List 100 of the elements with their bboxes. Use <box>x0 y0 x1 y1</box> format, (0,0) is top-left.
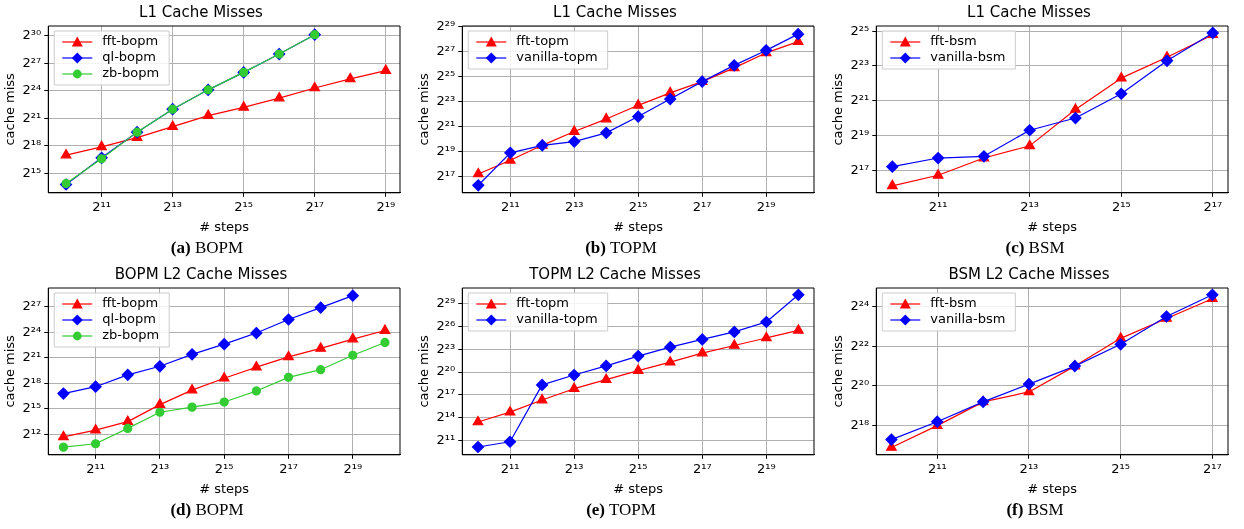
legend-label: fft-topm <box>516 295 570 311</box>
chart-title: L1 Cache Misses <box>967 2 1092 21</box>
legend-label: ql-bopm <box>102 311 156 327</box>
text: (f) BSM <box>1006 500 1064 519</box>
y-tick-label: 2³⁰ <box>22 27 42 43</box>
x-tick-label: 2¹⁵ <box>628 460 648 476</box>
legend-label: fft-bsm <box>930 33 977 49</box>
y-axis-title: cache miss <box>416 72 432 146</box>
chart-title: TOPM L2 Cache Misses <box>528 264 701 283</box>
x-axis-title: # steps <box>613 218 664 234</box>
legend-label: vanilla-bsm <box>930 49 1006 65</box>
y-tick-label: 2²⁶ <box>436 317 456 333</box>
y-tick-label: 2¹⁵ <box>22 400 42 416</box>
x-tick-label: 2¹⁹ <box>376 198 396 214</box>
x-tick-label: 2¹⁵ <box>1111 198 1131 214</box>
x-tick-label: 2¹¹ <box>928 198 948 214</box>
chart-title: BSM L2 Cache Misses <box>948 264 1110 283</box>
y-axis-title: cache miss <box>416 334 432 408</box>
legend-label: fft-bopm <box>102 295 159 311</box>
y-tick-label: 2¹⁵ <box>22 164 42 180</box>
x-tick-label: 2¹⁹ <box>756 198 776 214</box>
x-tick-label: 2¹⁵ <box>234 198 254 214</box>
y-tick-label: 2²⁰ <box>436 363 456 379</box>
legend-label: vanilla-bsm <box>930 311 1006 327</box>
x-tick-label: 2¹⁷ <box>279 460 298 476</box>
x-axis-title: # steps <box>199 480 250 496</box>
y-tick-label: 2²⁴ <box>22 82 42 98</box>
x-tick-label: 2¹⁷ <box>1203 198 1223 214</box>
x-tick-label: 2¹⁹ <box>756 460 776 476</box>
legend-label: zb-bopm <box>102 65 160 81</box>
x-tick-label: 2¹⁵ <box>214 460 234 476</box>
y-tick-label: 2¹² <box>22 425 42 441</box>
y-tick-label: 2²⁵ <box>850 22 870 38</box>
x-tick-label: 2¹⁵ <box>1111 460 1131 476</box>
y-tick-label: 2¹⁹ <box>436 142 456 158</box>
y-tick-label: 2²⁵ <box>436 67 456 83</box>
chart-title: BOPM L2 Cache Misses <box>114 264 288 283</box>
y-tick-label: 2²¹ <box>436 117 456 133</box>
y-tick-label: 2²³ <box>850 57 870 73</box>
x-tick-label: 2¹³ <box>163 198 182 214</box>
y-tick-label: 2²¹ <box>850 92 870 108</box>
y-tick-label: 2²⁰ <box>850 377 870 393</box>
y-axis-title: cache miss <box>830 72 846 146</box>
legend-label: zb-bopm <box>102 327 160 343</box>
x-tick-label: 2¹⁹ <box>343 460 363 476</box>
x-tick-label: 2¹¹ <box>92 198 111 214</box>
x-tick-label: 2¹³ <box>564 198 584 214</box>
text: (c) BSM <box>1005 238 1065 257</box>
x-axis-title: # steps <box>1027 480 1078 496</box>
x-axis-title: # steps <box>1027 218 1078 234</box>
y-tick-label: 2¹⁴ <box>436 408 456 424</box>
x-axis-title: # steps <box>613 480 664 496</box>
x-tick-label: 2¹¹ <box>927 460 947 476</box>
legend-label: fft-bsm <box>930 295 977 311</box>
y-tick-label: 2²⁷ <box>22 298 42 314</box>
text: (d) BOPM <box>170 500 244 519</box>
x-tick-label: 2¹¹ <box>86 460 105 476</box>
y-tick-label: 2²⁹ <box>436 295 456 311</box>
legend-label: fft-bopm <box>102 33 159 49</box>
y-tick-label: 2²³ <box>436 340 456 356</box>
y-axis-title: cache miss <box>830 334 846 408</box>
y-tick-label: 2²² <box>850 337 870 353</box>
y-tick-label: 2¹⁷ <box>436 386 456 402</box>
y-tick-label: 2²⁴ <box>850 298 870 314</box>
text: (b) TOPM <box>585 238 657 257</box>
y-tick-label: 2²¹ <box>22 109 42 125</box>
y-tick-label: 2²⁷ <box>22 54 42 70</box>
y-tick-label: 2¹⁸ <box>850 417 870 433</box>
x-tick-label: 2¹¹ <box>500 198 520 214</box>
x-tick-label: 2¹³ <box>1019 460 1039 476</box>
y-tick-label: 2¹⁸ <box>22 374 42 390</box>
y-tick-label: 2¹⁸ <box>22 137 42 153</box>
y-tick-label: 2²⁴ <box>22 323 42 339</box>
legend-label: vanilla-topm <box>516 49 598 65</box>
x-axis-title: # steps <box>199 218 250 234</box>
text: (e) TOPM <box>586 500 656 519</box>
x-tick-label: 2¹⁷ <box>305 198 325 214</box>
x-tick-label: 2¹⁵ <box>628 198 648 214</box>
y-tick-label: 2²⁹ <box>436 18 456 34</box>
y-tick-label: 2¹⁷ <box>850 161 870 177</box>
x-tick-label: 2¹³ <box>1020 198 1040 214</box>
x-tick-label: 2¹³ <box>564 460 584 476</box>
x-tick-label: 2¹⁷ <box>1203 460 1222 476</box>
x-tick-label: 2¹¹ <box>500 460 520 476</box>
y-tick-label: 2¹⁷ <box>436 167 456 183</box>
y-tick-label: 2¹⁹ <box>850 126 870 142</box>
x-tick-label: 2¹⁷ <box>692 198 712 214</box>
y-tick-label: 2²¹ <box>22 349 42 365</box>
y-tick-label: 2¹¹ <box>436 431 456 447</box>
y-tick-label: 2²³ <box>436 92 456 108</box>
x-tick-label: 2¹³ <box>150 460 170 476</box>
legend-label: vanilla-topm <box>516 311 598 327</box>
text: (a) BOPM <box>170 238 244 257</box>
chart-title: L1 Cache Misses <box>553 2 678 21</box>
x-tick-label: 2¹⁷ <box>692 460 712 476</box>
y-axis-title: cache miss <box>2 334 18 408</box>
y-tick-label: 2²⁷ <box>436 42 456 58</box>
legend-label: fft-topm <box>516 33 570 49</box>
chart-title: L1 Cache Misses <box>139 2 264 21</box>
legend-label: ql-bopm <box>102 49 156 65</box>
